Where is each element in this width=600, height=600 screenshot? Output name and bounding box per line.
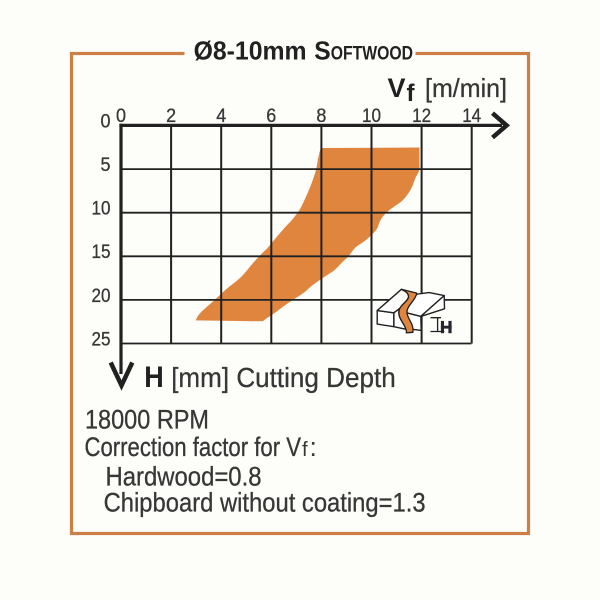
- svg-text:10: 10: [362, 106, 381, 127]
- svg-text:25: 25: [92, 329, 111, 350]
- svg-text:f: f: [302, 438, 308, 461]
- svg-text:Hardwood=0.8: Hardwood=0.8: [106, 462, 262, 492]
- svg-text:4: 4: [216, 106, 226, 127]
- svg-text:V: V: [388, 73, 406, 103]
- svg-text:Chipboard without coating=1.3: Chipboard without coating=1.3: [104, 488, 426, 518]
- svg-text:2: 2: [166, 106, 176, 127]
- svg-text:0: 0: [116, 106, 126, 127]
- svg-text::: :: [310, 432, 317, 462]
- svg-text:12: 12: [412, 106, 431, 127]
- svg-text:OFTWOOD: OFTWOOD: [331, 44, 413, 65]
- svg-text:14: 14: [462, 106, 481, 127]
- svg-text:10: 10: [92, 199, 111, 220]
- svg-text:8: 8: [316, 106, 326, 127]
- svg-text:f: f: [407, 80, 416, 107]
- svg-text:S: S: [314, 36, 330, 66]
- svg-text:6: 6: [266, 106, 276, 127]
- svg-text:18000 RPM: 18000 RPM: [85, 405, 209, 435]
- svg-text:5: 5: [101, 155, 111, 176]
- svg-text:Ø8-10mm: Ø8-10mm: [194, 36, 307, 66]
- svg-text:[mm] Cutting Depth: [mm] Cutting Depth: [171, 362, 396, 393]
- svg-text:20: 20: [92, 286, 111, 307]
- svg-text:[m/min]: [m/min]: [425, 73, 507, 103]
- svg-text:0: 0: [101, 111, 111, 132]
- svg-text:H: H: [144, 361, 164, 394]
- svg-text:Correction factor for V: Correction factor for V: [85, 432, 302, 462]
- svg-text:15: 15: [92, 242, 111, 263]
